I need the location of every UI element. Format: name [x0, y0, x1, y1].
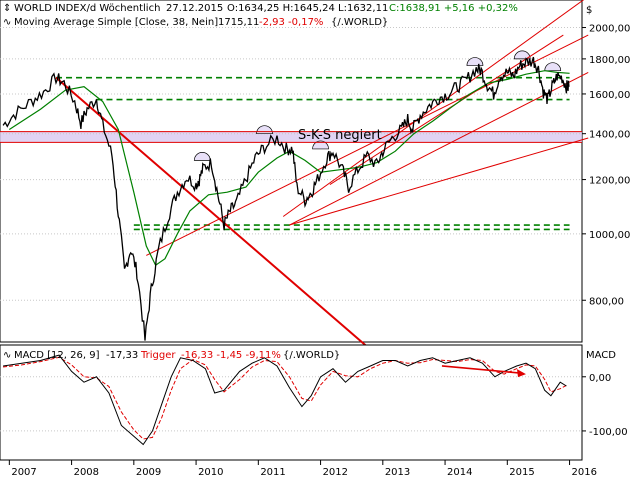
- x-tick-label: 2008: [74, 467, 99, 478]
- macd-trigger-label: Trigger: [140, 350, 176, 361]
- x-tick-label: 2010: [198, 467, 223, 478]
- top-arc: [312, 140, 329, 150]
- macd-panel-title: MACD: [586, 350, 616, 361]
- moving-average-line: [8, 70, 570, 267]
- macd-y-axis-ticks: 0,00 -100,00: [582, 373, 628, 438]
- macd-line: [3, 354, 567, 446]
- icon-macd-symbol: ∿: [3, 350, 11, 361]
- x-tick-label: 2012: [323, 467, 348, 478]
- ma-legend-ref: {/.WORLD}: [331, 17, 388, 28]
- price-tick-label: 1000,00: [589, 230, 630, 241]
- price-gridlines: [0, 27, 582, 301]
- currency-symbol: $: [586, 5, 592, 16]
- price-tick-label: 1200,00: [589, 176, 630, 187]
- sks-annotation: S-K-S negiert: [298, 128, 382, 143]
- upper-fan-line: [282, 0, 585, 217]
- macd-legend-label: MACD [12, 26, 9]: [14, 350, 100, 361]
- macd-trigger-line: [3, 356, 567, 440]
- macd-plot-frame: [0, 344, 583, 461]
- macd-header: ∿ MACD [12, 26, 9] -17,33 Trigger -16,33…: [3, 350, 340, 361]
- x-tick-label: 2011: [260, 467, 285, 478]
- header-ohlc: O:1634,25 H:1645,24 L:1632,11: [227, 3, 388, 14]
- header-close-change: C:1638,91 +5,16 +0,32%: [389, 3, 518, 14]
- price-tick-label: 1800,00: [589, 55, 630, 66]
- x-tick-label: 2014: [447, 467, 472, 478]
- header-date: 27.12.2015: [166, 3, 223, 14]
- price-plot-frame: [0, 0, 583, 343]
- price-panel: 2000,00 1800,00 1600,00 1400,00 1200,00 1000,…: [0, 0, 630, 359]
- drawn-trendlines: [0, 0, 589, 359]
- channel-bottom-line: [289, 137, 589, 226]
- ma-legend-label: Moving Average Simple [Close, 38, Nein]: [14, 17, 218, 28]
- ma-legend-value: 1715,11: [218, 17, 259, 28]
- price-series-line: [2, 56, 570, 341]
- icon-ma-symbol: ∿: [3, 17, 11, 28]
- x-tick-label: 2013: [385, 467, 410, 478]
- x-axis: 2007 2008 2009 2010 2011 2012 2013 2014 2015 2016: [0, 459, 597, 478]
- price-header: ⇕ WORLD INDEX/d Wöchentlich 27.12.2015 O…: [3, 3, 518, 28]
- price-tick-label: 2000,00: [589, 24, 630, 35]
- channel-top-line: [146, 34, 589, 256]
- macd-divergence-arrow: [441, 365, 521, 374]
- channel-mid-line: [289, 71, 589, 226]
- macd-arrowhead: [516, 369, 526, 378]
- price-tick-label: 1400,00: [589, 130, 630, 141]
- x-tick-label: 2009: [136, 467, 161, 478]
- macd-panel: 0,00 -100,00 ∿ MACD [12, 26, 9] -17,33 Tr…: [0, 344, 628, 461]
- macd-legend-value: -17,33: [106, 350, 138, 361]
- top-arc: [544, 62, 562, 72]
- macd-trigger-value: -16,33 -1,45 -9,11%: [181, 350, 281, 361]
- x-tick-label: 2007: [11, 467, 36, 478]
- icon-indicator-symbol: ⇕: [3, 3, 11, 14]
- top-arc: [513, 50, 531, 60]
- steep-uptrend-line: [329, 34, 564, 185]
- neckline-band: [0, 131, 582, 143]
- ma-legend-change: -2,93 -0,17%: [259, 17, 323, 28]
- macd-tick-label: -100,00: [589, 427, 628, 438]
- price-tick-label: 800,00: [589, 296, 624, 307]
- price-tick-label: 1600,00: [589, 90, 630, 101]
- top-arc: [466, 57, 484, 66]
- price-y-axis-ticks: 2000,00 1800,00 1600,00 1400,00 1200,00 1000,…: [582, 24, 630, 307]
- x-tick-label: 2016: [572, 467, 597, 478]
- macd-tick-label: 0,00: [589, 373, 611, 384]
- top-arcs: [193, 50, 562, 161]
- downtrend-line: [55, 76, 381, 359]
- header-symbol: WORLD INDEX/d Wöchentlich: [14, 3, 160, 14]
- macd-legend-ref: {/.WORLD}: [283, 350, 340, 361]
- x-tick-label: 2015: [509, 467, 534, 478]
